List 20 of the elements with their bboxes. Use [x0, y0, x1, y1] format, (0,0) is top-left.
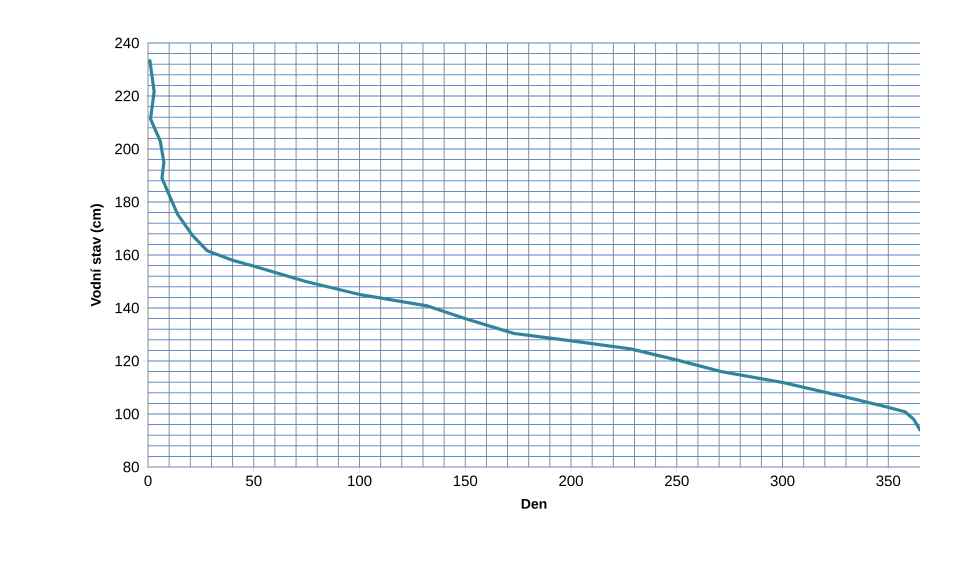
- x-tick-label: 350: [876, 476, 900, 486]
- y-tick-label: 140: [116, 302, 139, 314]
- x-tick-label: 100: [348, 476, 372, 486]
- y-tick-label: 200: [115, 144, 139, 154]
- y-tick-label: 220: [115, 90, 139, 102]
- x-tick-label: 250: [665, 476, 689, 486]
- y-tick-label: 240: [115, 38, 139, 48]
- line-series: [148, 59, 920, 432]
- y-tick-label: 100: [116, 408, 139, 420]
- x-axis-title: Den: [522, 499, 546, 509]
- y-tick-label: 80: [123, 462, 139, 472]
- y-axis-title: Vodní stav (cm): [90, 204, 104, 307]
- x-tick-label: 150: [454, 476, 478, 486]
- x-tick-label: 300: [770, 476, 794, 486]
- y-tick-label: 160: [116, 250, 139, 260]
- x-tick-label: 200: [559, 476, 583, 486]
- x-tick-label: 50: [246, 476, 262, 486]
- y-tick-label: 120: [116, 356, 139, 366]
- x-tick-label: 0: [144, 476, 152, 486]
- y-tick-label: 180: [116, 196, 139, 208]
